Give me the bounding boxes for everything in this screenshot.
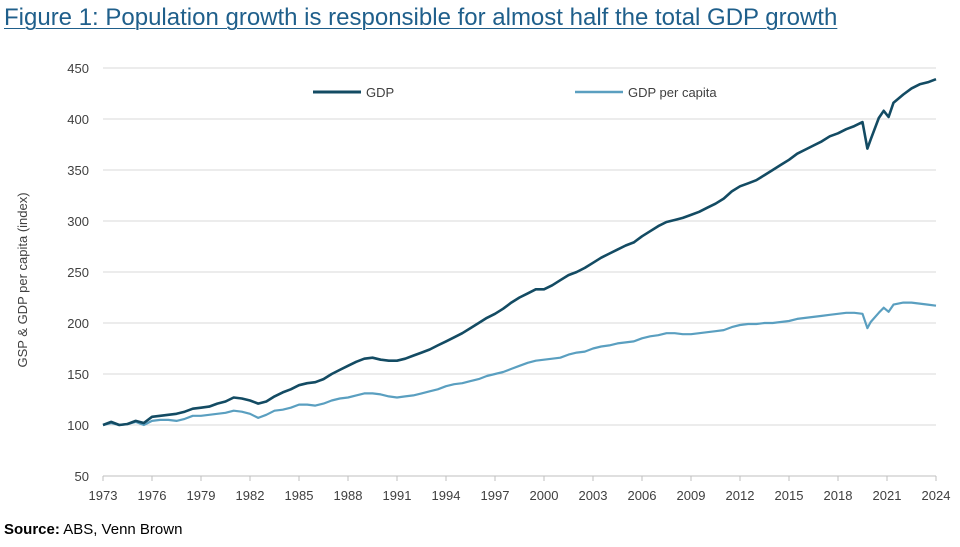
chart-title: Figure 1: Population growth is responsib… (4, 4, 838, 31)
x-tick-label: 2006 (628, 488, 657, 503)
source-text: ABS, Venn Brown (63, 521, 183, 538)
series-line-gdp-per-capita (102, 301, 937, 427)
y-tick-label: 200 (67, 316, 89, 331)
y-axis: 50 100 150 200 250 300 350 400 450 (67, 61, 89, 484)
y-tick-label: 450 (67, 61, 89, 76)
x-tick-label: 1979 (187, 488, 216, 503)
y-tick-label: 350 (67, 163, 89, 178)
y-tick-label: 50 (75, 469, 89, 484)
series-line-gdp (102, 77, 937, 427)
legend-label: GDP (366, 85, 394, 100)
y-axis-label: GSP & GDP per capita (index) (15, 192, 30, 367)
x-tick-label: 2015 (775, 488, 804, 503)
y-tick-label: 100 (67, 418, 89, 433)
y-tick-label: 150 (67, 367, 89, 382)
x-tick-label: 1988 (334, 488, 363, 503)
source-note: Source: ABS, Venn Brown (4, 521, 182, 538)
x-tick-label: 2003 (579, 488, 608, 503)
x-tick-label: 2021 (873, 488, 902, 503)
x-tick-label: 2000 (530, 488, 559, 503)
series-lines (102, 77, 937, 427)
y-tick-label: 300 (67, 214, 89, 229)
x-tick-label: 1973 (89, 488, 118, 503)
y-tick-label: 250 (67, 265, 89, 280)
x-tick-label: 1976 (138, 488, 167, 503)
x-axis: 1973 1976 1979 1982 1985 1988 1991 1994 1997 2000… (89, 476, 951, 503)
grid-lines (103, 67, 936, 477)
x-tick-label: 2009 (677, 488, 706, 503)
x-tick-label: 1994 (432, 488, 461, 503)
source-label: Source: (4, 521, 60, 538)
x-tick-label: 1985 (285, 488, 314, 503)
x-tick-label: 1991 (383, 488, 412, 503)
x-tick-label: 1982 (236, 488, 265, 503)
legend: GDP GDP per capita (313, 85, 717, 100)
legend-label: GDP per capita (628, 85, 717, 100)
x-tick-label: 2018 (824, 488, 853, 503)
y-tick-label: 400 (67, 112, 89, 127)
x-tick-label: 1997 (481, 488, 510, 503)
x-tick-label: 2024 (922, 488, 951, 503)
x-tick-label: 2012 (726, 488, 755, 503)
